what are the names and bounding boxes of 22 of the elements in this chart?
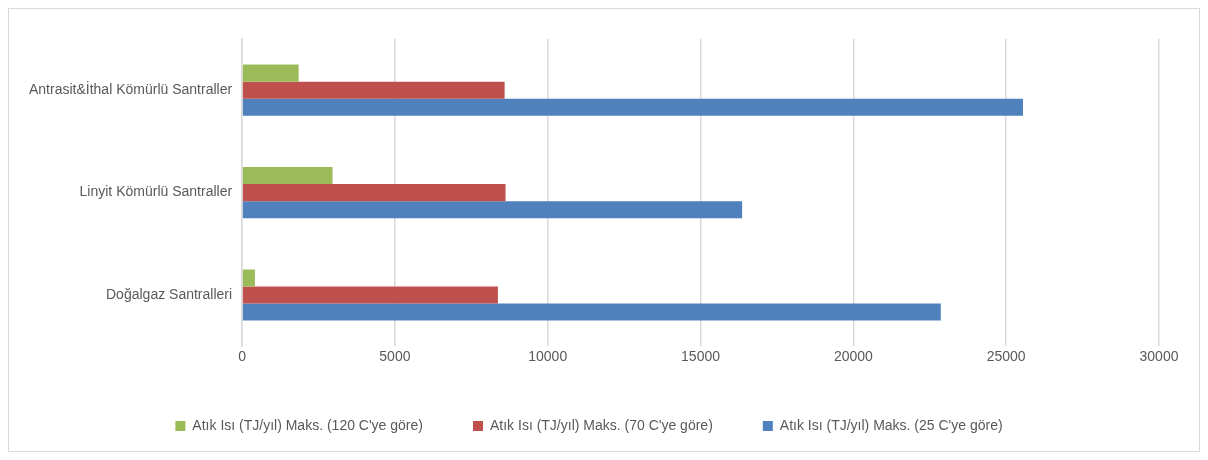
y-tick-label: Antrasit&İthal Kömürlü Santraller (29, 80, 233, 98)
bar (242, 286, 498, 304)
bar (242, 303, 941, 321)
bar (242, 269, 255, 287)
x-tick-label: 5000 (379, 348, 411, 365)
x-tick-label: 0 (238, 348, 247, 365)
bar (242, 201, 743, 219)
x-tick-label: 25000 (986, 348, 1026, 365)
x-tick-label: 10000 (528, 348, 568, 365)
bar (242, 81, 505, 99)
x-tick-label: 15000 (681, 348, 721, 365)
x-tick-label: 30000 (1139, 348, 1179, 365)
bar (242, 184, 506, 202)
y-tick-label: Doğalgaz Santralleri (106, 285, 233, 302)
legend-label: Atık Isı (TJ/yıl) Maks. (70 C'ye göre) (489, 416, 713, 433)
bar (242, 167, 333, 185)
bar (242, 64, 299, 82)
legend-label: Atık Isı (TJ/yıl) Maks. (120 C'ye göre) (192, 416, 423, 433)
x-tick-label: 20000 (833, 348, 874, 365)
bar (242, 98, 1023, 116)
y-tick-label: Linyit Kömürlü Santraller (79, 183, 233, 200)
legend-label: Atık Isı (TJ/yıl) Maks. (25 C'ye göre) (779, 416, 1003, 433)
